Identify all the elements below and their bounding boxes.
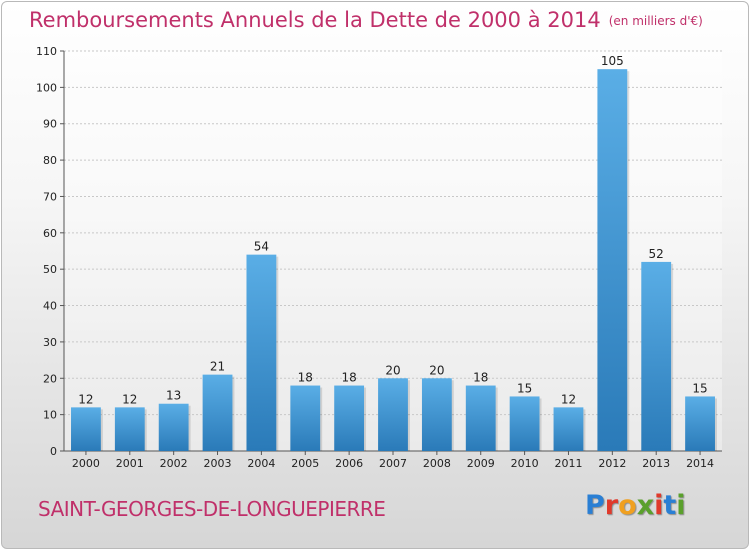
chart-title-text: Remboursements Annuels de la Dette de 20… (29, 8, 601, 32)
bar-value-label: 20 (429, 363, 444, 377)
bar (509, 396, 540, 451)
x-tick-label: 2002 (160, 457, 188, 470)
bar-value-label: 12 (122, 392, 137, 406)
y-tick-label: 0 (50, 445, 57, 458)
y-tick-label: 50 (43, 263, 57, 276)
y-tick-label: 10 (43, 409, 57, 422)
bar-value-label: 105 (601, 54, 624, 68)
bar (597, 69, 628, 451)
y-tick-label: 110 (36, 45, 57, 58)
logo-letter: i (654, 490, 664, 521)
bar-value-label: 13 (166, 389, 181, 403)
logo-letter: t (663, 490, 677, 521)
x-tick-label: 2011 (554, 457, 582, 470)
x-tick-label: 2007 (379, 457, 407, 470)
bar-value-label: 18 (298, 371, 313, 385)
proxiti-logo: Proxiti (585, 490, 686, 521)
bar-value-label: 18 (341, 371, 356, 385)
y-tick-label: 100 (36, 81, 57, 94)
bar-value-label: 18 (473, 371, 488, 385)
y-tick-label: 30 (43, 336, 57, 349)
bar (246, 254, 277, 451)
y-tick-label: 80 (43, 154, 57, 167)
chart-title: Remboursements Annuels de la Dette de 20… (29, 8, 703, 32)
bar-value-label: 12 (78, 392, 93, 406)
x-tick-label: 2008 (423, 457, 451, 470)
x-tick-label: 2006 (335, 457, 363, 470)
bar (685, 396, 715, 451)
x-tick-label: 2001 (116, 457, 144, 470)
y-tick-label: 60 (43, 227, 57, 240)
bar (421, 378, 452, 451)
x-tick-label: 2010 (511, 457, 539, 470)
bar (158, 403, 189, 451)
x-tick-label: 2009 (467, 457, 495, 470)
bar-value-label: 54 (254, 240, 269, 254)
bar (202, 374, 233, 451)
bar-value-label: 12 (561, 392, 576, 406)
bar (71, 407, 101, 451)
bar (114, 407, 145, 451)
bar (334, 385, 365, 451)
logo-letter: o (618, 490, 637, 521)
bar-value-label: 20 (385, 363, 400, 377)
y-tick-label: 70 (43, 190, 57, 203)
x-tick-label: 2014 (686, 457, 714, 470)
commune-name: SAINT-GEORGES-DE-LONGUEPIERRE (38, 497, 386, 521)
y-tick-label: 20 (43, 372, 57, 385)
logo-letter: x (636, 490, 655, 521)
bar (641, 261, 672, 451)
logo-letter: P (585, 490, 605, 521)
logo-letter: r (604, 490, 619, 521)
bar (378, 378, 408, 451)
y-tick-label: 40 (43, 300, 57, 313)
x-tick-label: 2000 (72, 457, 100, 470)
x-tick-label: 2004 (247, 457, 275, 470)
bar (553, 407, 584, 451)
x-tick-label: 2012 (598, 457, 626, 470)
logo-letter: i (676, 490, 686, 521)
x-tick-label: 2013 (642, 457, 670, 470)
y-tick-label: 90 (43, 118, 57, 131)
bar (465, 385, 496, 451)
bar-value-label: 15 (517, 381, 532, 395)
x-tick-label: 2003 (204, 457, 232, 470)
bar-value-label: 21 (210, 360, 225, 374)
chart-subtitle: (en milliers d'€) (608, 14, 703, 28)
bar-value-label: 52 (649, 247, 664, 261)
bar (290, 385, 321, 451)
bar-value-label: 15 (692, 381, 707, 395)
x-tick-label: 2005 (291, 457, 319, 470)
